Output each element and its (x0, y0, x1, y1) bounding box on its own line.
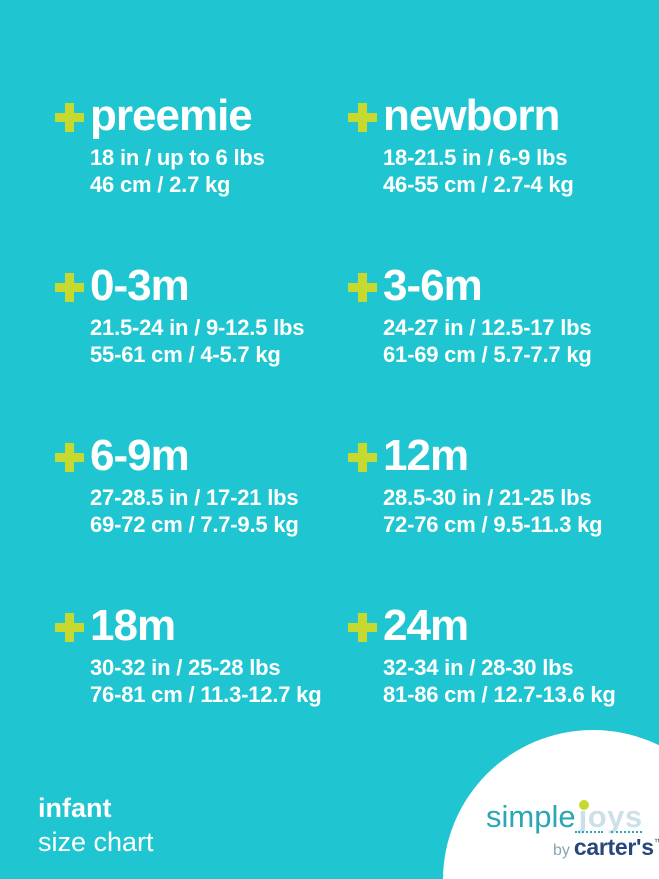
size-metric: 72-76 cm / 9.5-11.3 kg (383, 512, 603, 537)
chart-category-title: infant (38, 793, 112, 823)
green-dot-icon (578, 800, 589, 810)
plus-icon (55, 612, 84, 642)
stitch-dots-icon (611, 831, 642, 833)
size-label: 3-6m (383, 261, 483, 310)
size-grid: preemie 18 in / up to 6 lbs 46 cm / 2.7 … (55, 93, 630, 773)
size-heading-row: 18m (55, 601, 176, 650)
logo-by-line: by carter's™ (553, 834, 659, 861)
size-heading-row: 0-3m (55, 261, 190, 310)
size-imperial: 32-34 in / 28-30 lbs (383, 655, 574, 680)
size-label: 12m (383, 431, 469, 480)
size-label: preemie (90, 91, 253, 140)
size-entry-24m: 24m 32-34 in / 28-30 lbs 81-86 cm / 12.7… (348, 603, 630, 773)
size-metric: 55-61 cm / 4-5.7 kg (90, 342, 281, 367)
size-entry-18m: 18m 30-32 in / 25-28 lbs 76-81 cm / 11.3… (55, 603, 348, 773)
size-label: 0-3m (90, 261, 190, 310)
size-heading-row: 6-9m (55, 431, 190, 480)
size-imperial: 21.5-24 in / 9-12.5 lbs (90, 315, 305, 340)
trademark-symbol: ™ (653, 837, 659, 847)
size-imperial: 30-32 in / 25-28 lbs (90, 655, 281, 680)
logo-word-joys: joys (578, 799, 643, 834)
size-imperial: 27-28.5 in / 17-21 lbs (90, 485, 299, 510)
size-entry-newborn: newborn 18-21.5 in / 6-9 lbs 46-55 cm / … (348, 93, 630, 263)
size-imperial: 24-27 in / 12.5-17 lbs (383, 315, 592, 340)
plus-icon (348, 272, 377, 302)
size-heading-row: newborn (348, 91, 560, 140)
size-metric: 69-72 cm / 7.7-9.5 kg (90, 512, 299, 537)
plus-icon (55, 442, 84, 472)
size-heading-row: 24m (348, 601, 469, 650)
size-heading-row: 3-6m (348, 261, 483, 310)
logo-word-simple: simple (486, 799, 576, 834)
logo-by-text: by (553, 842, 570, 859)
size-metric: 81-86 cm / 12.7-13.6 kg (383, 682, 616, 707)
size-label: 18m (90, 601, 176, 650)
size-metric: 76-81 cm / 11.3-12.7 kg (90, 682, 322, 707)
stitch-dots-icon (575, 831, 603, 833)
size-imperial: 18-21.5 in / 6-9 lbs (383, 145, 568, 170)
size-metric: 46 cm / 2.7 kg (90, 172, 231, 197)
size-heading-row: 12m (348, 431, 469, 480)
logo-brand-carters: carter's (573, 834, 654, 860)
size-metric: 61-69 cm / 5.7-7.7 kg (383, 342, 592, 367)
size-entry-0-3m: 0-3m 21.5-24 in / 9-12.5 lbs 55-61 cm / … (55, 263, 348, 433)
chart-subtitle: size chart (38, 827, 154, 857)
size-imperial: 28.5-30 in / 21-25 lbs (383, 485, 592, 510)
size-entry-12m: 12m 28.5-30 in / 21-25 lbs 72-76 cm / 9.… (348, 433, 630, 603)
footer: infant size chart (38, 791, 154, 859)
size-heading-row: preemie (55, 91, 253, 140)
logo-word-joys-text: joys (578, 799, 643, 834)
plus-icon (55, 102, 84, 132)
plus-icon (348, 612, 377, 642)
plus-icon (348, 102, 377, 132)
plus-icon (55, 272, 84, 302)
size-label: 6-9m (90, 431, 190, 480)
size-metric: 46-55 cm / 2.7-4 kg (383, 172, 574, 197)
size-imperial: 18 in / up to 6 lbs (90, 145, 265, 170)
size-label: 24m (383, 601, 469, 650)
size-entry-preemie: preemie 18 in / up to 6 lbs 46 cm / 2.7 … (55, 93, 348, 263)
brand-logo: simple joys (486, 799, 643, 835)
plus-icon (348, 442, 377, 472)
size-label: newborn (383, 91, 560, 140)
size-entry-6-9m: 6-9m 27-28.5 in / 17-21 lbs 69-72 cm / 7… (55, 433, 348, 603)
size-entry-3-6m: 3-6m 24-27 in / 12.5-17 lbs 61-69 cm / 5… (348, 263, 630, 433)
